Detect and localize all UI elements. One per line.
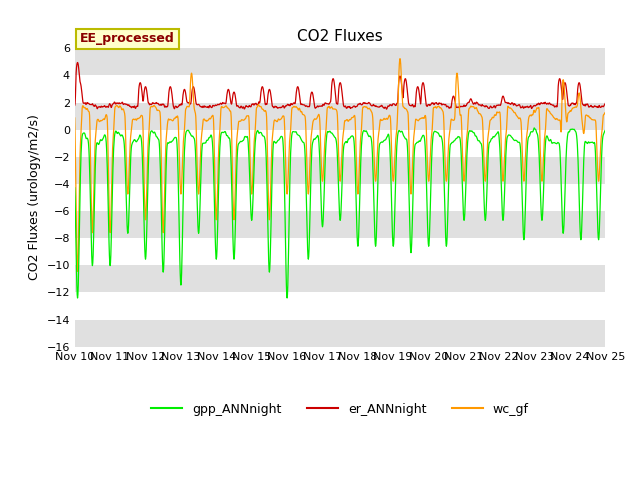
Y-axis label: CO2 Fluxes (urology/m2/s): CO2 Fluxes (urology/m2/s) — [28, 115, 41, 280]
Bar — [75, 265, 605, 292]
Title: CO2 Fluxes: CO2 Fluxes — [297, 29, 383, 44]
Bar — [75, 211, 605, 238]
Bar — [75, 103, 605, 130]
Bar — [75, 157, 605, 184]
Bar — [75, 320, 605, 347]
Text: EE_processed: EE_processed — [80, 32, 175, 46]
Bar — [75, 48, 605, 75]
Legend: gpp_ANNnight, er_ANNnight, wc_gf: gpp_ANNnight, er_ANNnight, wc_gf — [146, 398, 534, 420]
